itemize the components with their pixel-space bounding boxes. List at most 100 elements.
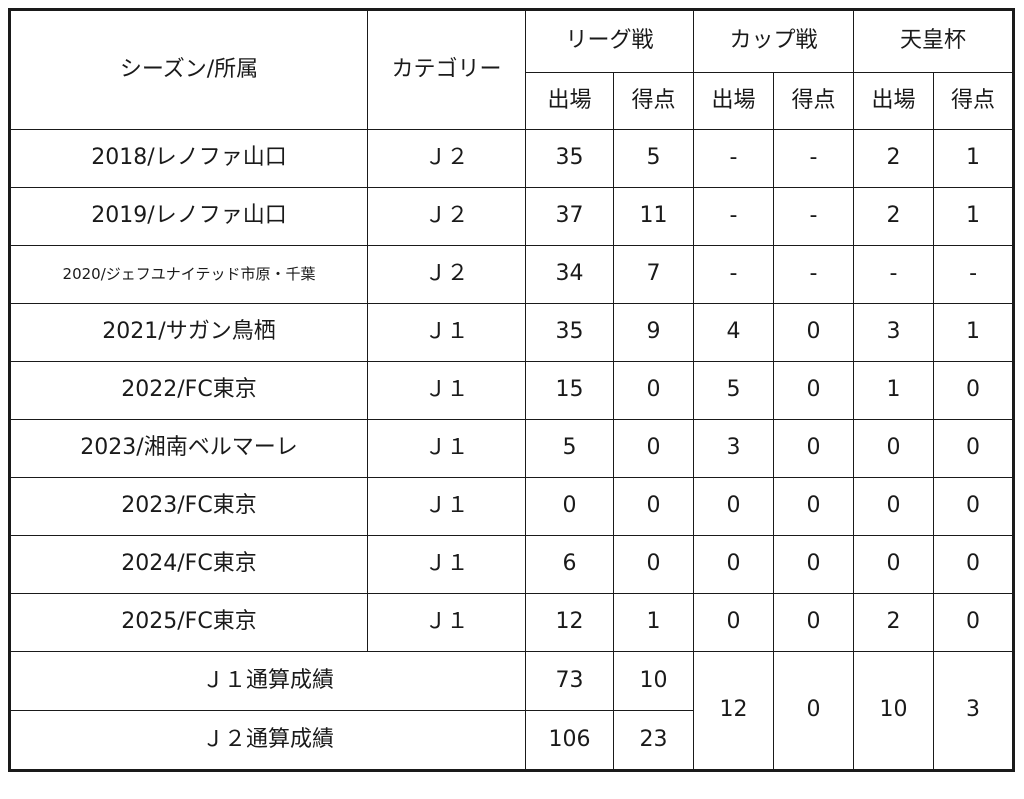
j1-total-row: Ｊ１通算成績 73 10 12 0 10 3: [9, 651, 1015, 771]
league-apps-cell: 0: [525, 477, 614, 536]
j1-league-apps-total: 73: [525, 651, 614, 711]
season-cell: 2023/FC東京: [9, 477, 368, 536]
table-row: 2019/レノファ山口 Ｊ２ 37 11 - - 2 1: [9, 187, 1015, 246]
cup-goals-cell: 0: [773, 361, 855, 420]
category-cell: Ｊ２: [367, 129, 526, 188]
emperor-goals-cell: 0: [933, 361, 1015, 420]
season-cell: 2022/FC東京: [9, 361, 368, 420]
emperor-goals-header: 得点: [933, 72, 1015, 130]
cup-apps-cell: 0: [693, 593, 775, 652]
league-apps-cell: 15: [525, 361, 614, 420]
table-row: 2020/ジェフユナイテッド市原・千葉 Ｊ２ 34 7 - - - -: [9, 245, 1015, 304]
league-apps-cell: 35: [525, 129, 614, 188]
category-cell: Ｊ１: [367, 535, 526, 594]
cup-apps-cell: 5: [693, 361, 775, 420]
j1-league-goals-total: 10: [612, 651, 695, 711]
league-goals-cell: 9: [612, 303, 695, 362]
league-apps-cell: 34: [525, 245, 614, 304]
emperor-goals-cell: 0: [933, 535, 1015, 594]
category-header: カテゴリー: [367, 9, 526, 130]
league-goals-header: 得点: [612, 72, 695, 130]
j2-total-label: Ｊ２通算成績: [9, 710, 526, 771]
league-goals-cell: 0: [612, 477, 695, 536]
emperor-apps-cell: -: [853, 245, 935, 304]
league-goals-cell: 7: [612, 245, 695, 304]
cup-apps-cell: 3: [693, 419, 775, 478]
season-cell: 2021/サガン鳥栖: [9, 303, 368, 362]
cup-apps-cell: 0: [693, 535, 775, 594]
table-row: 2023/FC東京 Ｊ１ 0 0 0 0 0 0: [9, 477, 1015, 536]
emperor-goals-cell: 0: [933, 419, 1015, 478]
table-row: 2022/FC東京 Ｊ１ 15 0 5 0 1 0: [9, 361, 1015, 420]
league-apps-cell: 37: [525, 187, 614, 246]
emperor-apps-cell: 2: [853, 129, 935, 188]
league-goals-cell: 0: [612, 419, 695, 478]
cup-apps-cell: -: [693, 187, 775, 246]
emperor-goals-cell: -: [933, 245, 1015, 304]
league-goals-cell: 0: [612, 361, 695, 420]
category-cell: Ｊ１: [367, 593, 526, 652]
emperor-cup-header: 天皇杯: [853, 9, 1015, 73]
league-goals-cell: 1: [612, 593, 695, 652]
emperor-goals-cell: 0: [933, 593, 1015, 652]
cup-goals-cell: 0: [773, 535, 855, 594]
category-cell: Ｊ１: [367, 361, 526, 420]
category-cell: Ｊ２: [367, 245, 526, 304]
table-row: 2021/サガン鳥栖 Ｊ１ 35 9 4 0 3 1: [9, 303, 1015, 362]
emperor-apps-cell: 0: [853, 419, 935, 478]
emperor-apps-cell: 0: [853, 535, 935, 594]
season-cell: 2020/ジェフユナイテッド市原・千葉: [9, 245, 368, 304]
emperor-goals-cell: 1: [933, 187, 1015, 246]
season-cell: 2025/FC東京: [9, 593, 368, 652]
emperor-apps-header: 出場: [853, 72, 935, 130]
category-cell: Ｊ１: [367, 477, 526, 536]
league-apps-cell: 5: [525, 419, 614, 478]
table-row: 2024/FC東京 Ｊ１ 6 0 0 0 0 0: [9, 535, 1015, 594]
table-row: 2023/湘南ベルマーレ Ｊ１ 5 0 3 0 0 0: [9, 419, 1015, 478]
cup-apps-total: 12: [693, 651, 775, 771]
cup-goals-cell: 0: [773, 303, 855, 362]
season-cell: 2024/FC東京: [9, 535, 368, 594]
emperor-apps-cell: 1: [853, 361, 935, 420]
j1-total-label: Ｊ１通算成績: [9, 651, 526, 711]
cup-goals-cell: -: [773, 187, 855, 246]
table-row: 2018/レノファ山口 Ｊ２ 35 5 - - 2 1: [9, 129, 1015, 188]
cup-goals-header: 得点: [773, 72, 855, 130]
league-goals-cell: 5: [612, 129, 695, 188]
category-cell: Ｊ１: [367, 303, 526, 362]
emperor-goals-total: 3: [933, 651, 1015, 771]
cup-goals-cell: 0: [773, 593, 855, 652]
career-stats-sheet: シーズン/所属 カテゴリー リーグ戦 カップ戦 天皇杯 出場 得点 出場 得点 …: [8, 8, 1016, 772]
league-apps-cell: 6: [525, 535, 614, 594]
emperor-apps-total: 10: [853, 651, 935, 771]
emperor-goals-cell: 1: [933, 129, 1015, 188]
emperor-apps-cell: 2: [853, 187, 935, 246]
emperor-goals-cell: 1: [933, 303, 1015, 362]
cup-goals-cell: 0: [773, 477, 855, 536]
league-apps-cell: 35: [525, 303, 614, 362]
cup-goals-cell: 0: [773, 419, 855, 478]
season-cell: 2019/レノファ山口: [9, 187, 368, 246]
career-stats-table: シーズン/所属 カテゴリー リーグ戦 カップ戦 天皇杯 出場 得点 出場 得点 …: [8, 8, 1016, 772]
league-apps-cell: 12: [525, 593, 614, 652]
cup-apps-cell: -: [693, 245, 775, 304]
season-cell: 2018/レノファ山口: [9, 129, 368, 188]
season-cell: 2023/湘南ベルマーレ: [9, 419, 368, 478]
emperor-apps-cell: 2: [853, 593, 935, 652]
cup-apps-cell: 4: [693, 303, 775, 362]
category-cell: Ｊ２: [367, 187, 526, 246]
season-header: シーズン/所属: [9, 9, 368, 130]
cup-apps-header: 出場: [693, 72, 775, 130]
league-goals-cell: 11: [612, 187, 695, 246]
league-apps-header: 出場: [525, 72, 614, 130]
cup-header: カップ戦: [693, 9, 855, 73]
j2-league-goals-total: 23: [612, 710, 695, 771]
league-header: リーグ戦: [524, 9, 695, 73]
emperor-apps-cell: 3: [853, 303, 935, 362]
cup-apps-cell: -: [693, 129, 775, 188]
cup-goals-cell: -: [773, 129, 855, 188]
table-row: 2025/FC東京 Ｊ１ 12 1 0 0 2 0: [9, 593, 1015, 652]
league-goals-cell: 0: [612, 535, 695, 594]
emperor-goals-cell: 0: [933, 477, 1015, 536]
cup-goals-total: 0: [773, 651, 855, 771]
